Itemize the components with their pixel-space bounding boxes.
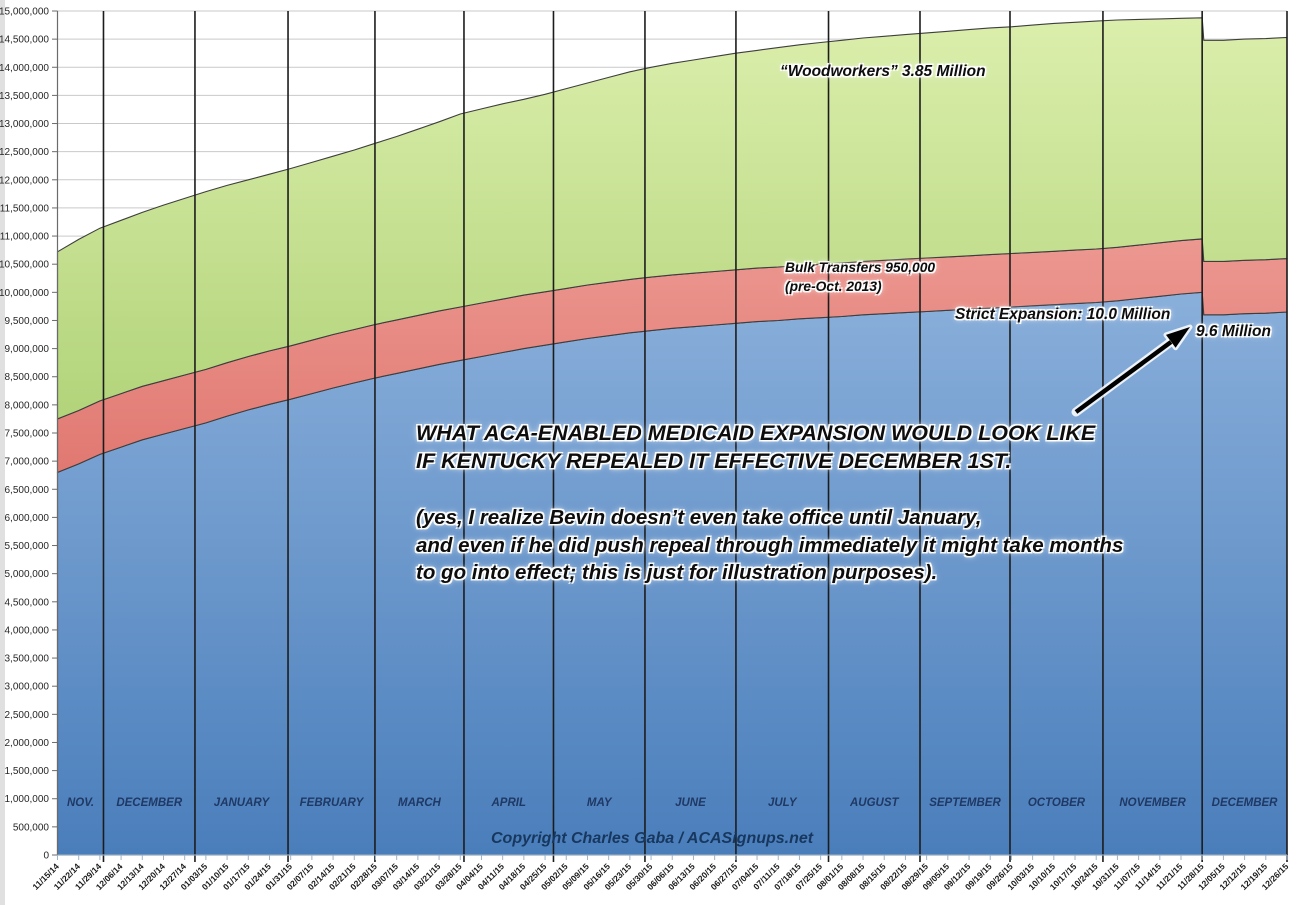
month-label: FEBRUARY bbox=[300, 797, 365, 809]
month-labels: NOV. DECEMBER JANUARY FEBRUARY MARCH APRIL MAY… bbox=[67, 797, 1278, 809]
y-axis-tick-label: 4,000,000 bbox=[5, 625, 50, 636]
x-axis-labels: 11/15/1411/22/1411/29/1412/06/1412/13/14… bbox=[31, 861, 1291, 892]
woodworkers-area-label: “Woodworkers” 3.85 Million bbox=[780, 63, 986, 80]
post-repeal-value-label: 9.6 Million bbox=[1196, 323, 1271, 340]
bulk-transfers-area-label: Bulk Transfers 950,000 (pre-Oct. 2013) bbox=[785, 259, 935, 296]
y-axis-tick-label: 2,000,000 bbox=[5, 738, 50, 749]
y-axis-tick-label: 3,500,000 bbox=[5, 654, 50, 665]
month-label: APRIL bbox=[490, 797, 526, 809]
y-axis-tick-label: 10,000,000 bbox=[0, 288, 49, 299]
y-axis-tick-label: 5,500,000 bbox=[5, 541, 50, 552]
y-axis-tick-label: 11,500,000 bbox=[0, 203, 49, 214]
month-label: AUGUST bbox=[849, 797, 900, 809]
headline-annotation: WHAT ACA-ENABLED MEDICAID EXPANSION WOUL… bbox=[416, 420, 1095, 475]
y-axis-tick-label: 8,500,000 bbox=[5, 372, 50, 383]
area-series bbox=[56, 17, 1288, 856]
month-label: SEPTEMBER bbox=[929, 797, 1001, 809]
y-axis-tick-label: 6,000,000 bbox=[5, 513, 50, 524]
y-axis-labels: 0 500,000 1,000,000 1,500,000 2,000,000 2,500… bbox=[0, 7, 49, 862]
bulk-transfers-line1: Bulk Transfers 950,000 bbox=[785, 260, 936, 275]
axes bbox=[52, 10, 1288, 860]
y-axis-tick-label: 12,000,000 bbox=[0, 175, 49, 186]
month-label: JUNE bbox=[675, 797, 706, 809]
month-label: DECEMBER bbox=[1212, 797, 1279, 809]
month-label: JANUARY bbox=[214, 797, 271, 809]
y-axis-tick-label: 14,500,000 bbox=[0, 35, 49, 46]
repeal-arrow bbox=[1071, 324, 1193, 417]
y-axis-tick-label: 13,500,000 bbox=[0, 91, 49, 102]
y-axis-tick-label: 13,000,000 bbox=[0, 119, 49, 130]
strict-expansion-area-label: Strict Expansion: 10.0 Million bbox=[955, 306, 1171, 323]
y-axis-tick-label: 11,000,000 bbox=[0, 232, 49, 243]
y-axis-tick-label: 4,500,000 bbox=[5, 597, 50, 608]
headline-line2: IF KENTUCKY REPEALED IT EFFECTIVE DECEMB… bbox=[416, 448, 1012, 473]
y-axis-tick-label: 3,000,000 bbox=[5, 682, 50, 693]
month-label: NOVEMBER bbox=[1119, 797, 1186, 809]
y-axis-tick-label: 12,500,000 bbox=[0, 147, 49, 158]
y-axis-tick-label: 0 bbox=[43, 851, 49, 862]
bulk-transfers-line2: (pre-Oct. 2013) bbox=[785, 278, 882, 294]
parenthetical-note: (yes, I realize Bevin doesn’t even take … bbox=[416, 504, 1123, 587]
image-left-border bbox=[0, 0, 5, 905]
y-axis-tick-label: 15,000,000 bbox=[0, 7, 49, 18]
note-line2: and even if he did push repeal through i… bbox=[416, 533, 1124, 557]
y-axis-tick-label: 8,000,000 bbox=[5, 400, 50, 411]
y-axis-tick-label: 2,500,000 bbox=[5, 710, 50, 721]
month-label: DECEMBER bbox=[116, 797, 183, 809]
headline-line1: WHAT ACA-ENABLED MEDICAID EXPANSION WOUL… bbox=[416, 421, 1096, 445]
y-axis-tick-label: 9,500,000 bbox=[5, 316, 50, 327]
month-label: MAY bbox=[587, 797, 613, 809]
y-axis-tick-label: 10,500,000 bbox=[0, 260, 49, 271]
month-label: OCTOBER bbox=[1028, 797, 1086, 809]
note-line3: to go into effect; this is just for illu… bbox=[416, 561, 938, 584]
y-axis-tick-label: 1,500,000 bbox=[5, 766, 50, 777]
y-axis-tick-label: 7,000,000 bbox=[5, 457, 50, 468]
month-dividers bbox=[102, 11, 1288, 862]
y-axis-tick-label: 14,000,000 bbox=[0, 63, 49, 74]
month-label: NOV. bbox=[67, 797, 94, 809]
y-axis-tick-label: 500,000 bbox=[13, 822, 50, 833]
y-axis-tick-label: 5,000,000 bbox=[5, 569, 50, 580]
y-axis-tick-label: 1,000,000 bbox=[5, 794, 50, 805]
month-label: MARCH bbox=[398, 797, 441, 809]
copyright-credit: Copyright Charles Gaba / ACASignups.net bbox=[491, 830, 814, 847]
note-line1: (yes, I realize Bevin doesn’t even take … bbox=[416, 506, 982, 529]
y-axis-tick-label: 6,500,000 bbox=[5, 485, 50, 496]
y-axis-tick-label: 9,000,000 bbox=[5, 344, 50, 355]
month-label: JULY bbox=[768, 797, 798, 809]
y-axis-tick-label: 7,500,000 bbox=[5, 429, 50, 440]
